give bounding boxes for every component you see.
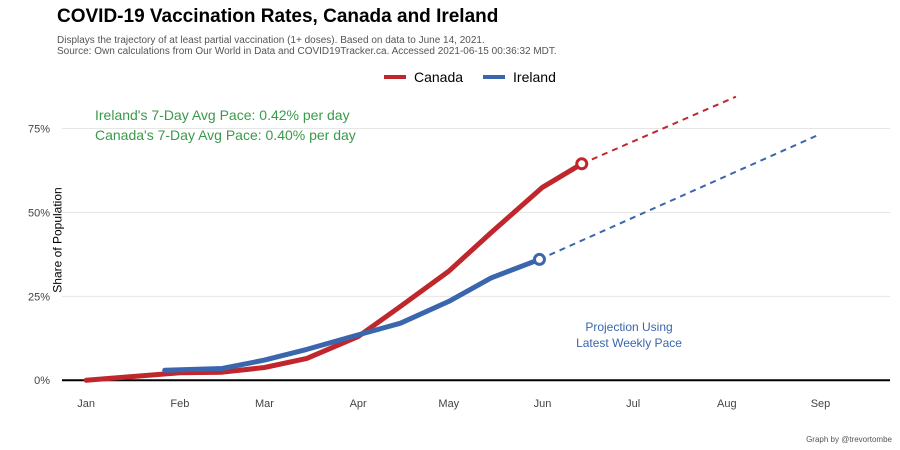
x-tick-label-jul: Jul — [626, 398, 640, 410]
subtitle-line-1: Displays the trajectory of at least part… — [57, 35, 485, 46]
annotation-ireland-pace: Ireland's 7-Day Avg Pace: 0.42% per day — [95, 107, 350, 123]
series-line-ireland — [162, 256, 542, 373]
endpoint-marker-ireland — [532, 252, 546, 266]
subtitle-line-2: Source: Own calculations from Our World … — [57, 46, 557, 57]
x-tick-label-jun: Jun — [534, 398, 552, 410]
footer-credit: Graph by @trevortombe — [806, 435, 892, 444]
x-tick-label-may: May — [438, 398, 459, 410]
legend-swatch-canada — [384, 75, 406, 79]
legend-label-ireland: Ireland — [513, 69, 556, 85]
projection-line-ireland — [539, 134, 818, 261]
y-tick-label-75: 75% — [28, 124, 50, 136]
projection-line-canada — [581, 95, 737, 165]
legend-item-canada: Canada — [384, 69, 463, 85]
x-tick-label-aug: Aug — [717, 398, 737, 410]
annotation-projection-line-1: Projection Using — [585, 320, 672, 334]
chart-title: COVID-19 Vaccination Rates, Canada and I… — [57, 6, 499, 27]
x-tick-label-mar: Mar — [255, 398, 274, 410]
y-tick-label-50: 50% — [28, 207, 50, 219]
chart-legend: Canada Ireland — [384, 69, 576, 85]
legend-swatch-ireland — [483, 75, 506, 79]
legend-label-canada: Canada — [414, 69, 464, 85]
x-tick-label-sep: Sep — [811, 398, 831, 410]
series-line-canada — [83, 161, 585, 383]
endpoint-marker-canada — [575, 157, 589, 171]
y-tick-label-0: 0% — [34, 375, 50, 387]
annotation-projection-line-2: Latest Weekly Pace — [576, 336, 682, 350]
x-tick-label-jan: Jan — [77, 398, 95, 410]
x-tick-label-feb: Feb — [170, 398, 189, 410]
chart-subtitle: Displays the trajectory of at least part… — [57, 35, 557, 57]
annotation-canada-pace: Canada's 7-Day Avg Pace: 0.40% per day — [95, 127, 356, 143]
x-tick-label-apr: Apr — [350, 398, 367, 410]
legend-item-ireland: Ireland — [483, 69, 556, 85]
y-tick-label-25: 25% — [28, 291, 50, 303]
